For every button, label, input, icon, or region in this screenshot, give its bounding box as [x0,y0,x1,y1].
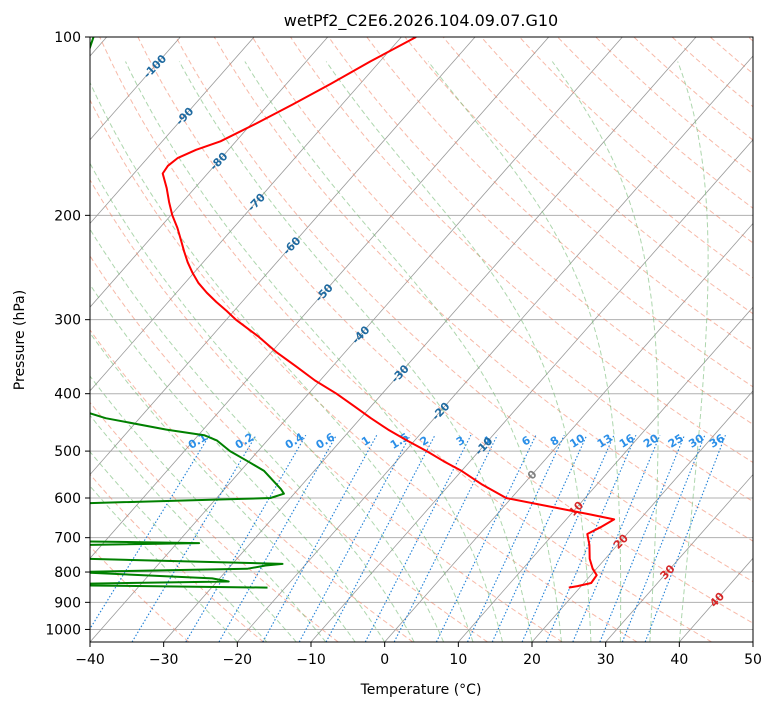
x-axis-label: Temperature (°C) [360,682,482,698]
moist-adiabat-line [90,451,268,642]
y-tick-label: 300 [54,313,81,329]
moist-adiabat-line [90,332,356,642]
dry-adiabat-line [137,37,753,624]
dry-adiabat-line [557,37,753,209]
x-tick-label: 20 [523,652,541,668]
mixing-ratio-line [262,434,378,642]
isotherm-line [90,37,329,308]
isotherm-line [90,37,255,225]
moist-adiabat-line [677,61,709,642]
dry-adiabat-line [633,37,753,141]
mixing-ratio-line [218,434,337,642]
isotherm-line [90,37,623,642]
dry-adiabat-line [251,37,753,503]
x-tick-label: 30 [597,652,615,668]
dry-adiabat-line [290,37,753,464]
dry-adiabat-line [328,37,753,425]
moist-adiabat-line [90,283,386,642]
x-tick-label: 10 [449,652,467,668]
y-tick-label: 700 [54,531,81,547]
x-tick-label: −20 [223,652,253,668]
moist-adiabat-line [244,61,562,642]
mixing-ratio-line [298,434,411,642]
mixing-ratio-line [185,434,307,642]
x-tick-label: 0 [380,652,389,668]
plot-frame [89,36,754,643]
isotherm-line [605,473,753,642]
x-tick-label: −40 [75,652,105,668]
dry-adiabat-line [99,37,712,642]
y-tick-label: 800 [54,565,81,581]
dry-adiabat-line [442,37,753,315]
y-tick-label: 500 [54,444,81,460]
mixing-ratio-line [545,434,637,642]
x-tick-label: 50 [744,652,762,668]
isotherm-line [237,55,753,642]
moist-adiabat-line [178,61,533,642]
chart-title: wetPf2_C2E6.2026.104.09.07.G10 [284,11,558,31]
dry-adiabat-line [175,37,753,583]
dry-adiabat-line [404,37,753,351]
mixing-ratio-line [325,434,436,642]
moist-adiabat-line [551,61,659,642]
temperature-profile [161,37,616,589]
y-axis: 100 200 300 400 500 600 700 800 900 1000 [45,30,90,638]
mixing-ratio-line [393,434,498,642]
y-tick-label: 100 [54,30,81,46]
mixing-ratio-line [467,434,565,642]
dry-adiabat-line [595,37,753,175]
isotherm-line [90,37,181,141]
isotherm-line [90,37,476,476]
x-axis: −40 −30 −20 −10 0 10 20 30 40 50 [75,642,762,668]
dry-adiabat-line [90,178,563,642]
dry-adiabat-line [519,37,753,244]
mixing-ratio-line [364,434,472,642]
isotherm-line [531,390,753,642]
mixing-ratio-line [131,434,257,642]
x-tick-label: −30 [149,652,179,668]
moist-adiabat-line [90,485,238,642]
mixing-ratio-line [621,434,706,642]
moist-adiabat-line [90,228,415,642]
y-tick-label: 1000 [45,622,81,638]
moist-adiabat-line [90,81,474,642]
dry-adiabat-line [213,37,753,542]
moist-adiabat-line [427,61,622,642]
dry-adiabat-line [90,255,488,642]
moist-adiabat-line [125,61,503,642]
mixing-ratio-line [572,434,661,642]
y-tick-label: 400 [54,387,81,403]
isotherm-line [458,306,753,642]
y-tick-label: 200 [54,208,81,224]
isotherm-line [384,222,753,642]
sounding-profiles [90,37,616,589]
x-tick-label: −10 [296,652,326,668]
mixing-ratio-line [491,434,588,642]
isotherm-line [163,37,697,642]
dry-adiabat-line [366,37,753,388]
mixing-ratio-line [521,434,615,642]
moist-adiabat-line [325,61,592,642]
dry-adiabat-line [90,329,414,642]
y-tick-label: 900 [54,595,81,611]
isotherm-line [90,37,402,392]
diagram-lines [90,37,753,642]
x-tick-label: 40 [670,652,688,668]
dry-adiabat-line [90,98,638,642]
mixing-ratio-line [599,434,685,642]
y-axis-label: Pressure (hPa) [12,290,28,390]
moist-adiabat-line [90,414,297,642]
y-tick-label: 600 [54,491,81,507]
dry-adiabat-line [480,37,753,279]
